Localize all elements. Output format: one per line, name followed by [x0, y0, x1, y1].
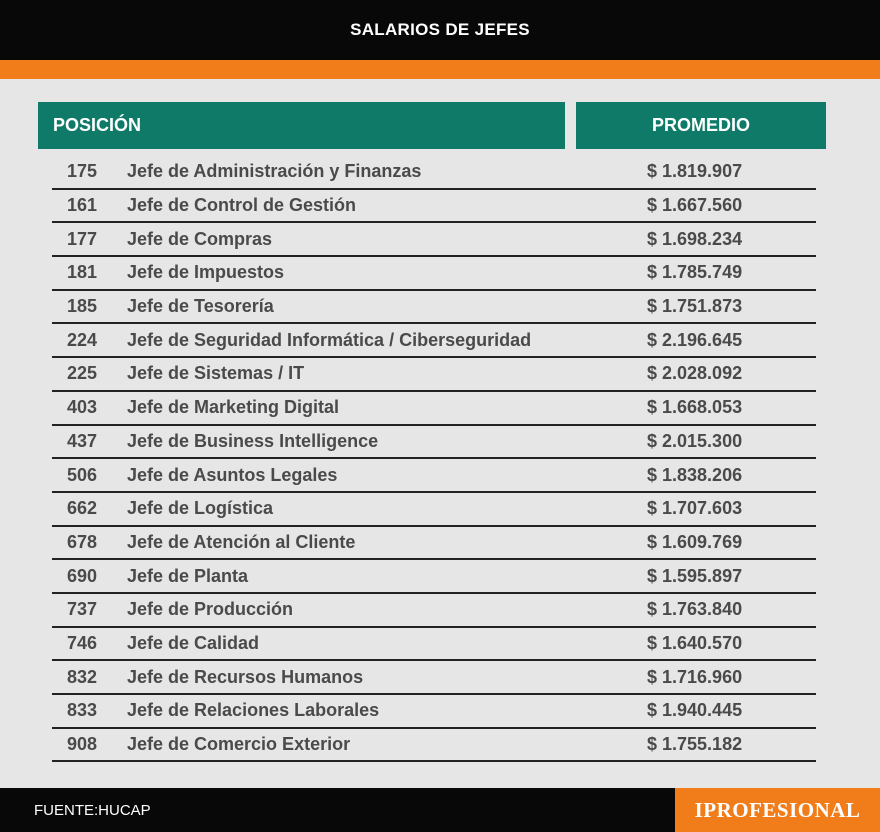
- average-cell: $ 1.668.053: [647, 397, 743, 418]
- rank-cell: 185: [67, 296, 98, 317]
- rank-cell: 746: [67, 632, 98, 653]
- rank-cell: 175: [67, 161, 98, 182]
- average-cell: $ 2.015.300: [647, 430, 743, 451]
- rank-cell: 224: [67, 329, 98, 350]
- position-cell: Jefe de Seguridad Informática / Ciberseg…: [127, 329, 532, 350]
- average-cell: $ 1.755.182: [647, 734, 743, 755]
- page-title: SALARIOS DE JEFES: [350, 20, 530, 39]
- position-cell: Jefe de Asuntos Legales: [127, 464, 338, 485]
- average-cell: $ 1.940.445: [647, 700, 743, 721]
- average-cell: $ 1.838.206: [647, 464, 743, 485]
- table-row: 403 Jefe de Marketing Digital $ 1.668.053: [52, 392, 816, 426]
- header-position: POSICIÓN: [38, 102, 565, 149]
- position-cell: Jefe de Impuestos: [127, 262, 285, 283]
- rank-cell: 161: [67, 195, 98, 216]
- table-row: 437 Jefe de Business Intelligence $ 2.015.…: [52, 426, 816, 460]
- brand-logo: IPROFESIONAL: [675, 788, 880, 832]
- table-row: 832 Jefe de Recursos Humanos $ 1.716.960: [52, 661, 816, 695]
- average-cell: $ 1.716.960: [647, 666, 743, 687]
- header-average-label: PROMEDIO: [651, 115, 750, 135]
- position-cell: Jefe de Planta: [127, 565, 249, 586]
- average-cell: $ 1.763.840: [647, 599, 743, 620]
- title-bar: SALARIOS DE JEFES: [0, 0, 880, 60]
- header-position-label: POSICIÓN: [53, 115, 142, 135]
- header-average: PROMEDIO: [576, 102, 826, 149]
- table-row: 690 Jefe de Planta $ 1.595.897: [52, 560, 816, 594]
- rank-cell: 833: [67, 700, 98, 721]
- rank-cell: 690: [67, 565, 98, 586]
- table-row: 746 Jefe de Calidad $ 1.640.570: [52, 628, 816, 662]
- position-cell: Jefe de Administración y Finanzas: [127, 161, 422, 182]
- rank-cell: 678: [67, 531, 98, 552]
- position-cell: Jefe de Recursos Humanos: [127, 666, 364, 687]
- position-cell: Jefe de Sistemas / IT: [127, 363, 305, 384]
- rank-cell: 506: [67, 464, 98, 485]
- rank-cell: 832: [67, 666, 98, 687]
- rank-cell: 662: [67, 498, 98, 519]
- average-cell: $ 1.819.907: [647, 161, 743, 182]
- table-row: 662 Jefe de Logística $ 1.707.603: [52, 493, 816, 527]
- rank-cell: 225: [67, 363, 98, 384]
- rank-cell: 403: [67, 397, 98, 418]
- average-cell: $ 1.595.897: [647, 565, 743, 586]
- table-row: 185 Jefe de Tesorería $ 1.751.873: [52, 291, 816, 325]
- position-cell: Jefe de Compras: [127, 228, 273, 249]
- table-row: 177 Jefe de Compras $ 1.698.234: [52, 223, 816, 258]
- position-cell: Jefe de Marketing Digital: [127, 397, 340, 418]
- table-row: 908 Jefe de Comercio Exterior $ 1.755.182: [52, 729, 816, 763]
- table-row: 506 Jefe de Asuntos Legales $ 1.838.206: [52, 459, 816, 493]
- rank-cell: 177: [67, 228, 98, 249]
- average-cell: $ 1.707.603: [647, 498, 743, 519]
- table-row: 833 Jefe de Relaciones Laborales $ 1.940.4…: [52, 695, 816, 729]
- table-row: 181 Jefe de Impuestos $ 1.785.749: [52, 257, 816, 291]
- table-row: 737 Jefe de Producción $ 1.763.840: [52, 594, 816, 628]
- table-row: 175 Jefe de Administración y Finanzas $ 1.…: [52, 156, 816, 190]
- average-cell: $ 1.640.570: [647, 632, 743, 653]
- average-cell: $ 1.609.769: [647, 531, 743, 552]
- position-cell: Jefe de Calidad: [127, 632, 260, 653]
- table-row: 224 Jefe de Seguridad Informática / Ciber…: [52, 324, 816, 359]
- table-row: 678 Jefe de Atención al Cliente $ 1.609.76…: [52, 527, 816, 561]
- average-cell: $ 2.028.092: [647, 363, 743, 384]
- position-cell: Jefe de Business Intelligence: [127, 430, 379, 451]
- position-cell: Jefe de Logística: [127, 498, 274, 519]
- position-cell: Jefe de Comercio Exterior: [127, 734, 351, 755]
- average-cell: $ 1.667.560: [647, 195, 743, 216]
- rank-cell: 908: [67, 734, 98, 755]
- position-cell: Jefe de Tesorería: [127, 296, 274, 317]
- accent-strip: [0, 60, 880, 79]
- table-row: 161 Jefe de Control de Gestión $ 1.667.560: [52, 190, 816, 224]
- rank-cell: 737: [67, 599, 98, 620]
- rank-cell: 181: [67, 262, 98, 283]
- position-cell: Jefe de Relaciones Laborales: [127, 700, 380, 721]
- average-cell: $ 1.785.749: [647, 262, 743, 283]
- position-cell: Jefe de Atención al Cliente: [127, 531, 356, 552]
- table-row: 225 Jefe de Sistemas / IT $ 2.028.092: [52, 358, 816, 392]
- source-note: FUENTE:HUCAP: [34, 801, 151, 819]
- position-cell: Jefe de Producción: [127, 599, 294, 620]
- salary-table: POSICIÓN PROMEDIO 175 Jefe de Administrac…: [0, 79, 880, 788]
- average-cell: $ 2.196.645: [647, 329, 743, 350]
- position-cell: Jefe de Control de Gestión: [127, 195, 357, 216]
- footer-bar: FUENTE:HUCAP IPROFESIONAL: [0, 788, 880, 832]
- average-cell: $ 1.751.873: [647, 296, 743, 317]
- table-body: 175 Jefe de Administración y Finanzas $ 1.…: [52, 156, 816, 763]
- average-cell: $ 1.698.234: [647, 228, 743, 249]
- rank-cell: 437: [67, 430, 98, 451]
- brand-logo-text: IPROFESIONAL: [694, 797, 861, 822]
